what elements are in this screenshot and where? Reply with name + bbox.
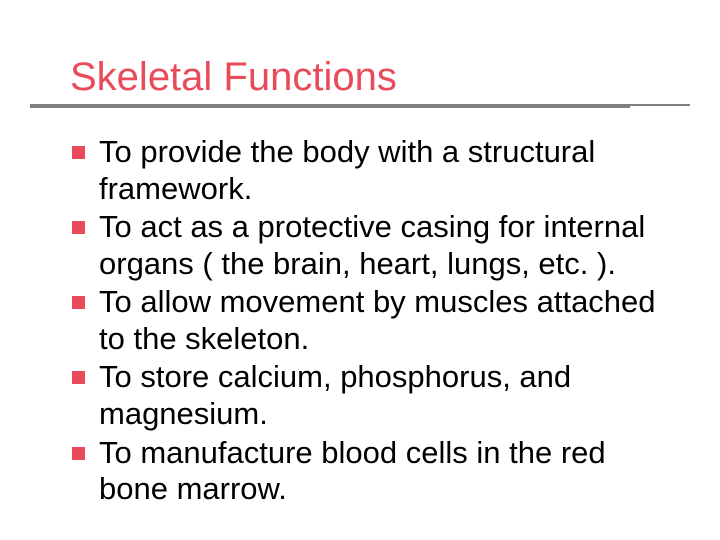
square-bullet-icon <box>72 371 85 384</box>
list-item: To manufacture blood cells in the red bo… <box>72 435 660 508</box>
slide-title: Skeletal Functions <box>30 55 397 100</box>
title-row: Skeletal Functions <box>30 55 690 100</box>
title-underline-thick <box>30 104 630 108</box>
list-item: To provide the body with a structural fr… <box>72 134 660 207</box>
bullet-text: To store calcium, phosphorus, and magnes… <box>99 359 660 432</box>
slide: Skeletal Functions To provide the body w… <box>0 0 720 540</box>
list-item: To store calcium, phosphorus, and magnes… <box>72 359 660 432</box>
bullet-text: To manufacture blood cells in the red bo… <box>99 435 660 508</box>
square-bullet-icon <box>72 146 85 159</box>
square-bullet-icon <box>72 221 85 234</box>
bullet-text: To act as a protective casing for intern… <box>99 209 660 282</box>
title-underline-thin <box>630 104 690 106</box>
square-bullet-icon <box>72 296 85 309</box>
square-bullet-icon <box>72 447 85 460</box>
bullet-text: To provide the body with a structural fr… <box>99 134 660 207</box>
title-underline <box>30 104 690 108</box>
bullet-list: To provide the body with a structural fr… <box>30 134 690 508</box>
list-item: To allow movement by muscles attached to… <box>72 284 660 357</box>
bullet-text: To allow movement by muscles attached to… <box>99 284 660 357</box>
list-item: To act as a protective casing for intern… <box>72 209 660 282</box>
